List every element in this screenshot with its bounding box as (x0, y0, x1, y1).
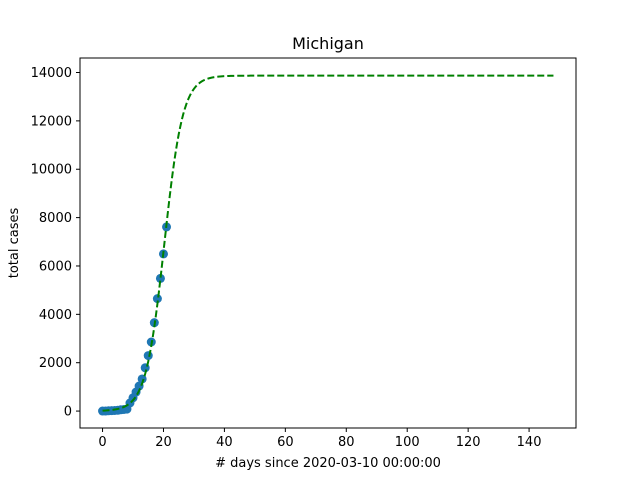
y-tick-label: 2000 (39, 356, 72, 371)
tick-layer: 0 20 40 60 80 100 120 140 0 2000 4000 6000 8000 10000… (31, 66, 542, 450)
y-tick-label: 14000 (31, 66, 72, 81)
x-tick-label: 120 (456, 435, 481, 450)
fit-curve-line (102, 74, 554, 412)
x-axis-label: # days since 2020-03-10 00:00:00 (215, 456, 441, 471)
y-tick-label: 6000 (39, 259, 72, 274)
x-tick-label: 60 (277, 435, 294, 450)
y-tick-label: 4000 (39, 308, 72, 323)
x-tick-label: 0 (98, 435, 106, 450)
data-point (143, 351, 153, 361)
y-axis-label: total cases (7, 208, 22, 279)
data-point (137, 374, 147, 384)
x-tick-label: 100 (395, 435, 420, 450)
x-tick-label: 140 (517, 435, 542, 450)
chart-title: Michigan (292, 34, 364, 53)
data-point (155, 273, 165, 283)
plot-frame (79, 57, 577, 429)
y-tick-label: 10000 (31, 163, 72, 178)
y-tick-label: 0 (64, 405, 72, 420)
x-tick-label: 20 (155, 435, 172, 450)
plot-layer (98, 74, 554, 416)
x-tick-label: 40 (216, 435, 233, 450)
data-point (152, 294, 162, 304)
x-tick-label: 80 (338, 435, 355, 450)
y-tick-label: 8000 (39, 211, 72, 226)
y-tick-label: 12000 (31, 114, 72, 129)
